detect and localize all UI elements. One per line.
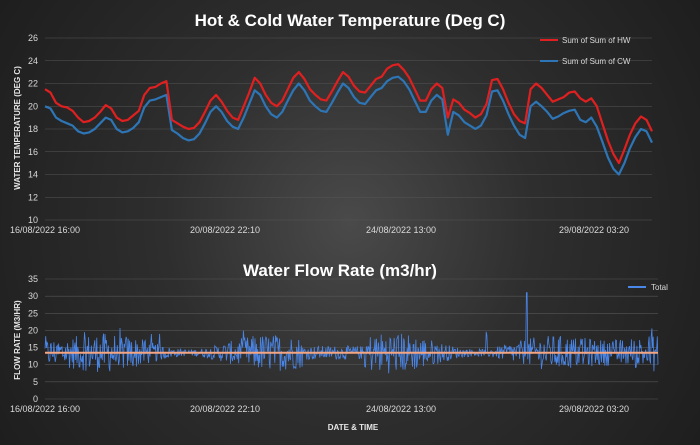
x-tick-label: 29/08/2022 03:20 [559,404,629,414]
legend-label-total: Total [651,283,668,292]
flow-series [44,292,659,374]
x-tick-label: 20/08/2022 22:10 [190,225,260,235]
series-line-total [44,292,659,374]
y-tick-label: 20 [28,101,38,111]
y-tick-label: 25 [28,308,38,318]
x-tick-label: 20/08/2022 22:10 [190,404,260,414]
flow-rate-chart: Water Flow Rate (m3/hr) 0 5 10 15 20 25 30 35 1… [10,261,668,432]
legend-label-hw: Sum of Sum of HW [562,36,631,45]
y-tick-label: 35 [28,274,38,284]
temperature-legend: Sum of Sum of HW Sum of Sum of CW [540,36,631,66]
flow-grid [45,278,658,400]
y-tick-label: 12 [28,192,38,202]
flow-y-axis-label: FLOW RATE (M3/HR) [13,300,22,380]
x-tick-label: 16/08/2022 16:00 [10,225,80,235]
flow-legend: Total [628,283,668,292]
y-tick-label: 26 [28,33,38,43]
temperature-y-axis-label: WATER TEMPERATURE (DEG C) [13,66,22,190]
flow-x-ticks: 16/08/2022 16:00 20/08/2022 22:10 24/08/20… [10,404,629,414]
y-tick-label: 15 [28,343,38,353]
x-tick-label: 16/08/2022 16:00 [10,404,80,414]
temperature-grid [45,37,652,221]
flow-rate-chart-title: Water Flow Rate (m3/hr) [243,261,437,280]
temperature-x-ticks: 16/08/2022 16:00 20/08/2022 22:10 24/08/20… [10,225,629,235]
temperature-chart-title: Hot & Cold Water Temperature (Deg C) [195,11,506,30]
y-tick-label: 16 [28,147,38,157]
flow-y-ticks: 0 5 10 15 20 25 30 35 [28,274,38,404]
temperature-y-ticks: 10 12 14 16 18 20 22 24 26 [28,33,38,225]
y-tick-label: 30 [28,291,38,301]
x-tick-label: 24/08/2022 13:00 [366,404,436,414]
temperature-series [44,63,653,176]
y-tick-label: 20 [28,325,38,335]
x-tick-label: 24/08/2022 13:00 [366,225,436,235]
y-tick-label: 24 [28,56,38,66]
temperature-chart: Hot & Cold Water Temperature (Deg C) 101… [10,11,653,235]
series-line-hw [44,63,653,165]
y-tick-label: 10 [28,215,38,225]
x-tick-label: 29/08/2022 03:20 [559,225,629,235]
y-tick-label: 0 [33,394,38,404]
flow-x-axis-label: DATE & TIME [328,423,379,432]
y-tick-label: 14 [28,170,38,180]
series-line-cw [44,75,653,176]
y-tick-label: 5 [33,377,38,387]
legend-label-cw: Sum of Sum of CW [562,57,631,66]
y-tick-label: 22 [28,79,38,89]
y-tick-label: 18 [28,124,38,134]
y-tick-label: 10 [28,360,38,370]
